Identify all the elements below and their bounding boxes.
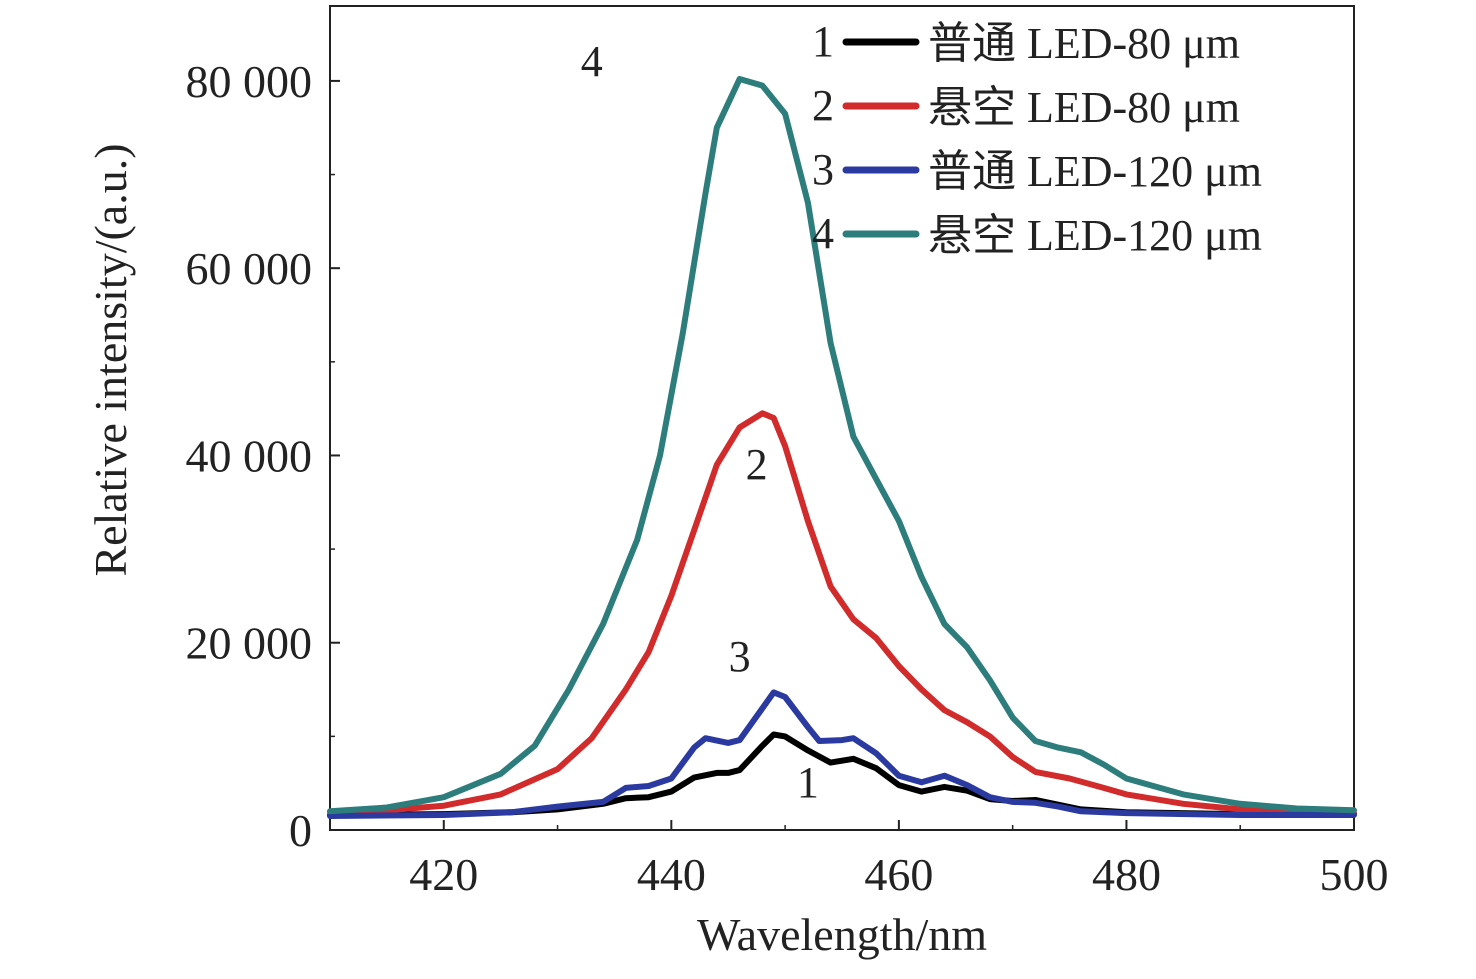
curve-label-3: 3 bbox=[729, 632, 751, 681]
series-line-2 bbox=[327, 410, 1357, 817]
legend-entry-text: 普通 LED-80 μm bbox=[928, 19, 1240, 68]
y-tick-label: 0 bbox=[289, 805, 312, 856]
x-axis-title: Wavelength/nm bbox=[697, 909, 987, 960]
curve-label-4: 4 bbox=[581, 37, 603, 86]
axes: 420 440 460 480 500 0 20 000 40 000 60 000 80 000 bbox=[186, 5, 1389, 900]
x-tick-label: 500 bbox=[1320, 849, 1389, 900]
legend: 1 普通 LED-80 μm 2 悬空 LED-80 μm 3 普通 LED-120 μm… bbox=[812, 17, 1262, 260]
legend-marker-label: 1 bbox=[812, 17, 834, 66]
legend-marker-label: 3 bbox=[812, 145, 834, 194]
series-line-4 bbox=[327, 76, 1357, 815]
legend-entry-text: 悬空 LED-120 μm bbox=[928, 211, 1262, 260]
y-axis-title: Relative intensity/(a.u.) bbox=[85, 143, 136, 576]
y-tick-label: 20 000 bbox=[186, 618, 313, 669]
legend-marker-label: 4 bbox=[812, 209, 834, 258]
curve-labels: 1 2 3 4 bbox=[581, 37, 819, 807]
y-tick-label: 60 000 bbox=[186, 243, 313, 294]
x-tick-label: 420 bbox=[409, 849, 478, 900]
legend-marker-label: 2 bbox=[812, 81, 834, 130]
curve-label-2: 2 bbox=[746, 440, 768, 489]
legend-entry-text: 悬空 LED-80 μm bbox=[928, 83, 1240, 132]
plot-frame bbox=[329, 5, 1355, 831]
x-tick-label: 480 bbox=[1092, 849, 1161, 900]
legend-entry-text: 普通 LED-120 μm bbox=[928, 147, 1262, 196]
y-tick-label: 80 000 bbox=[186, 56, 313, 107]
series-line-3 bbox=[327, 689, 1357, 819]
x-tick-label: 460 bbox=[864, 849, 933, 900]
curve-label-1: 1 bbox=[797, 758, 819, 807]
x-tick-label: 440 bbox=[637, 849, 706, 900]
y-tick-label: 40 000 bbox=[186, 430, 313, 481]
series-lines bbox=[327, 76, 1357, 819]
